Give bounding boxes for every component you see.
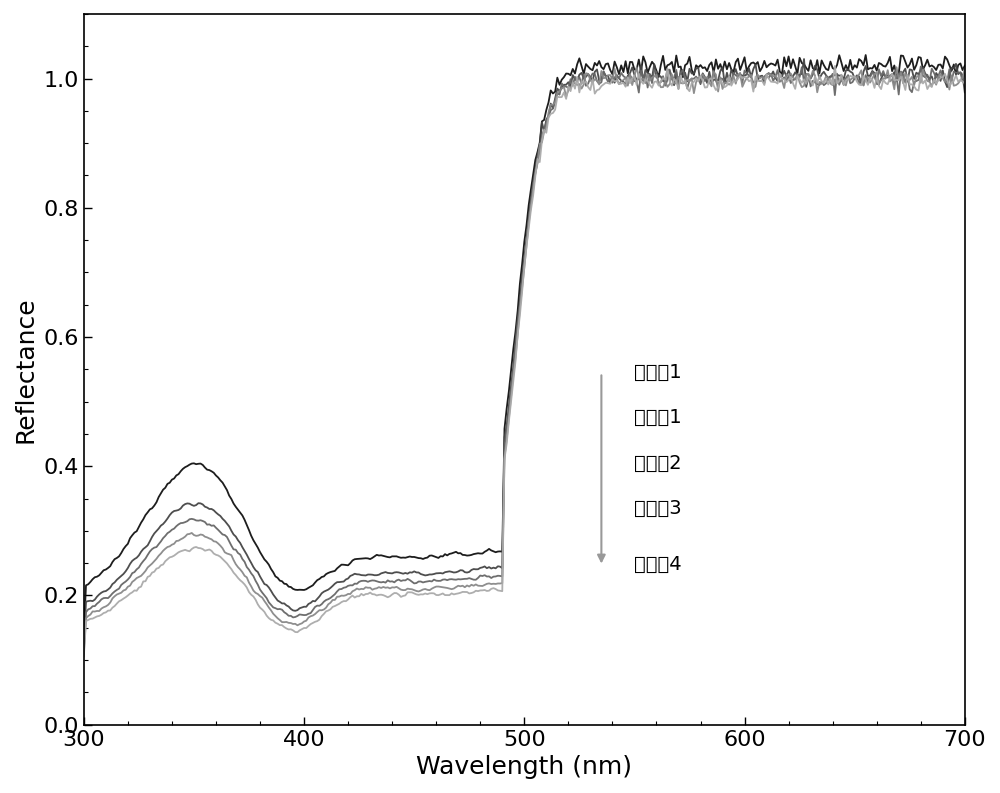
Text: 实施外1: 实施外1 [634, 408, 682, 427]
Text: 对比外1: 对比外1 [634, 363, 682, 382]
X-axis label: Wavelength (nm): Wavelength (nm) [416, 755, 632, 779]
Text: 实施外2: 实施外2 [634, 454, 682, 473]
Y-axis label: Reflectance: Reflectance [14, 296, 38, 442]
Text: 实施外3: 实施外3 [634, 499, 682, 518]
Text: 实施外4: 实施外4 [634, 555, 682, 574]
